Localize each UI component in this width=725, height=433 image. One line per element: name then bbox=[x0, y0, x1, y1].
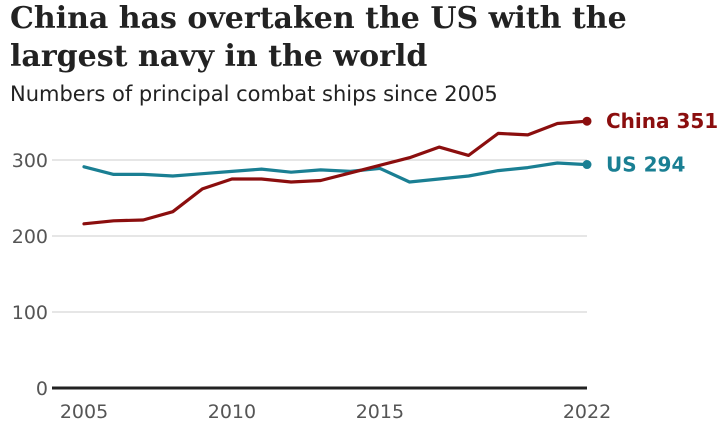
gridlines bbox=[52, 159, 587, 313]
y-tick-label: 100 bbox=[12, 302, 48, 324]
chart-subtitle: Numbers of principal combat ships since … bbox=[10, 82, 498, 106]
x-tick-label: 2022 bbox=[563, 401, 611, 423]
series-line-china bbox=[82, 119, 589, 226]
series-line-us bbox=[82, 161, 589, 184]
end-point-us bbox=[582, 160, 592, 170]
series-end-markers: US 294 China 351 bbox=[582, 109, 718, 177]
y-tick-label: 300 bbox=[12, 150, 48, 172]
x-tick-label: 2010 bbox=[208, 401, 256, 423]
series-lines bbox=[82, 119, 589, 226]
end-point-china bbox=[582, 116, 592, 126]
x-tick-label: 2015 bbox=[356, 401, 404, 423]
series-label-us: US 294 bbox=[606, 153, 685, 177]
x-axis-labels: 2005 2010 2015 2022 bbox=[60, 401, 611, 423]
chart-title: China has overtaken the US with the larg… bbox=[10, 1, 627, 74]
y-tick-label: 200 bbox=[12, 226, 48, 248]
y-axis-labels: 0 100 200 300 bbox=[12, 150, 48, 400]
series-label-china: China 351 bbox=[606, 109, 718, 133]
x-tick-label: 2005 bbox=[60, 401, 108, 423]
y-tick-label: 0 bbox=[36, 378, 48, 400]
